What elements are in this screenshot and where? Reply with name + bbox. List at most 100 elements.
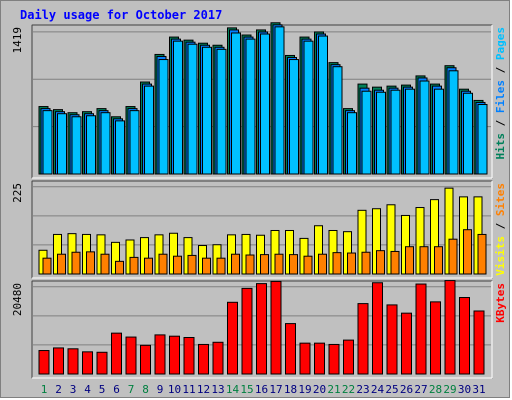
bar-pages-day-31 bbox=[477, 104, 488, 175]
day-label-26: 26 bbox=[400, 383, 413, 396]
day-label-17: 17 bbox=[269, 383, 282, 396]
bar-pages-day-5 bbox=[100, 112, 111, 175]
bar-sites-day-3 bbox=[71, 251, 81, 275]
bar-kbytes-day-22 bbox=[343, 339, 354, 375]
bar-pages-day-8 bbox=[144, 85, 154, 175]
bar-pages-day-17 bbox=[274, 26, 285, 175]
day-label-21: 21 bbox=[327, 383, 340, 396]
bar-sites-day-27 bbox=[419, 246, 429, 275]
bar-pages-day-22 bbox=[347, 112, 357, 175]
bar-sites-day-19 bbox=[303, 255, 313, 275]
bar-sites-day-16 bbox=[260, 254, 269, 275]
bar-kbytes-day-21 bbox=[328, 343, 340, 375]
bar-sites-day-18 bbox=[289, 254, 298, 275]
day-label-2: 2 bbox=[55, 383, 62, 396]
bar-kbytes-day-2 bbox=[53, 347, 64, 375]
legend-item-kbytes: KBytes bbox=[494, 283, 507, 323]
bar-kbytes-day-23 bbox=[357, 303, 369, 375]
bar-kbytes-day-10 bbox=[169, 335, 180, 375]
bar-pages-day-2 bbox=[57, 113, 67, 175]
bar-kbytes-day-12 bbox=[198, 343, 209, 375]
bar-pages-day-9 bbox=[158, 59, 169, 175]
bar-pages-day-26 bbox=[405, 88, 415, 175]
bar-sites-day-14 bbox=[231, 253, 240, 275]
bar-sites-day-28 bbox=[434, 246, 443, 275]
bar-pages-day-28 bbox=[434, 88, 444, 175]
day-label-31: 31 bbox=[472, 383, 485, 396]
day-label-3: 3 bbox=[70, 383, 77, 396]
bar-pages-day-24 bbox=[376, 91, 386, 175]
bar-pages-day-12 bbox=[202, 46, 212, 175]
bar-sites-day-7 bbox=[129, 256, 139, 275]
bar-sites-day-10 bbox=[173, 255, 182, 275]
bar-sites-day-6 bbox=[115, 260, 124, 275]
day-label-12: 12 bbox=[197, 383, 210, 396]
day-label-25: 25 bbox=[385, 383, 398, 396]
y-max-label: 1419 bbox=[11, 27, 24, 54]
bar-sites-day-24 bbox=[376, 250, 385, 275]
bar-pages-day-21 bbox=[332, 66, 343, 175]
legend: Visits / Sites bbox=[494, 183, 507, 276]
bar-kbytes-day-25 bbox=[386, 304, 398, 375]
bar-pages-day-19 bbox=[303, 40, 314, 175]
bar-pages-day-30 bbox=[463, 92, 473, 175]
day-label-18: 18 bbox=[284, 383, 297, 396]
bar-kbytes-day-9 bbox=[154, 334, 166, 375]
bar-sites-day-5 bbox=[100, 253, 110, 275]
bar-kbytes-day-29 bbox=[444, 280, 456, 375]
bar-sites-day-1 bbox=[42, 257, 52, 275]
bar-sites-day-2 bbox=[57, 253, 66, 275]
y-max-label: 20480 bbox=[11, 283, 24, 316]
bar-sites-day-22 bbox=[347, 252, 356, 275]
y-max-label: 225 bbox=[11, 183, 24, 203]
bar-pages-day-15 bbox=[245, 38, 256, 175]
bar-kbytes-day-5 bbox=[96, 351, 108, 375]
chart-title: Daily usage for October 2017 bbox=[20, 8, 223, 22]
bar-kbytes-day-7 bbox=[125, 336, 137, 375]
bar-pages-day-25 bbox=[390, 89, 401, 175]
day-label-1: 1 bbox=[41, 383, 48, 396]
day-label-28: 28 bbox=[429, 383, 442, 396]
legend-item-hits: Hits bbox=[494, 133, 507, 160]
bar-sites-day-17 bbox=[274, 253, 284, 275]
day-label-22: 22 bbox=[342, 383, 355, 396]
bar-pages-day-27 bbox=[419, 80, 430, 175]
bar-kbytes-day-28 bbox=[430, 301, 441, 375]
bar-kbytes-day-27 bbox=[415, 283, 427, 375]
bar-kbytes-day-11 bbox=[183, 336, 195, 375]
bar-sites-day-9 bbox=[158, 253, 168, 275]
bar-kbytes-day-31 bbox=[473, 310, 485, 375]
bar-pages-day-11 bbox=[187, 43, 198, 175]
day-label-20: 20 bbox=[313, 383, 326, 396]
day-label-23: 23 bbox=[356, 383, 369, 396]
day-label-11: 11 bbox=[182, 383, 195, 396]
day-label-13: 13 bbox=[211, 383, 224, 396]
legend-separator: / bbox=[494, 60, 507, 80]
bar-sites-day-26 bbox=[405, 246, 414, 275]
bar-sites-day-21 bbox=[332, 252, 342, 275]
bar-kbytes-day-20 bbox=[314, 342, 325, 375]
day-label-27: 27 bbox=[414, 383, 427, 396]
bar-pages-day-3 bbox=[71, 116, 82, 175]
legend-separator: / bbox=[494, 113, 507, 133]
day-label-16: 16 bbox=[255, 383, 268, 396]
day-label-14: 14 bbox=[226, 383, 240, 396]
bar-pages-day-20 bbox=[318, 35, 328, 175]
legend-item-sites: Sites bbox=[494, 183, 507, 216]
bar-kbytes-day-3 bbox=[67, 348, 79, 375]
bar-kbytes-day-30 bbox=[459, 297, 470, 375]
bar-kbytes-day-17 bbox=[270, 280, 282, 375]
legend-separator: / bbox=[494, 216, 507, 236]
bar-pages-day-6 bbox=[115, 120, 125, 175]
bar-sites-day-12 bbox=[202, 257, 211, 275]
day-label-4: 4 bbox=[84, 383, 91, 396]
legend: Hits / Files / Pages bbox=[494, 27, 507, 160]
bar-kbytes-day-26 bbox=[401, 312, 412, 375]
day-label-19: 19 bbox=[298, 383, 311, 396]
bar-kbytes-day-8 bbox=[140, 344, 151, 375]
legend-item-pages: Pages bbox=[494, 27, 507, 60]
day-label-9: 9 bbox=[157, 383, 164, 396]
bar-pages-day-1 bbox=[42, 110, 53, 175]
legend-item-files: Files bbox=[494, 80, 507, 113]
